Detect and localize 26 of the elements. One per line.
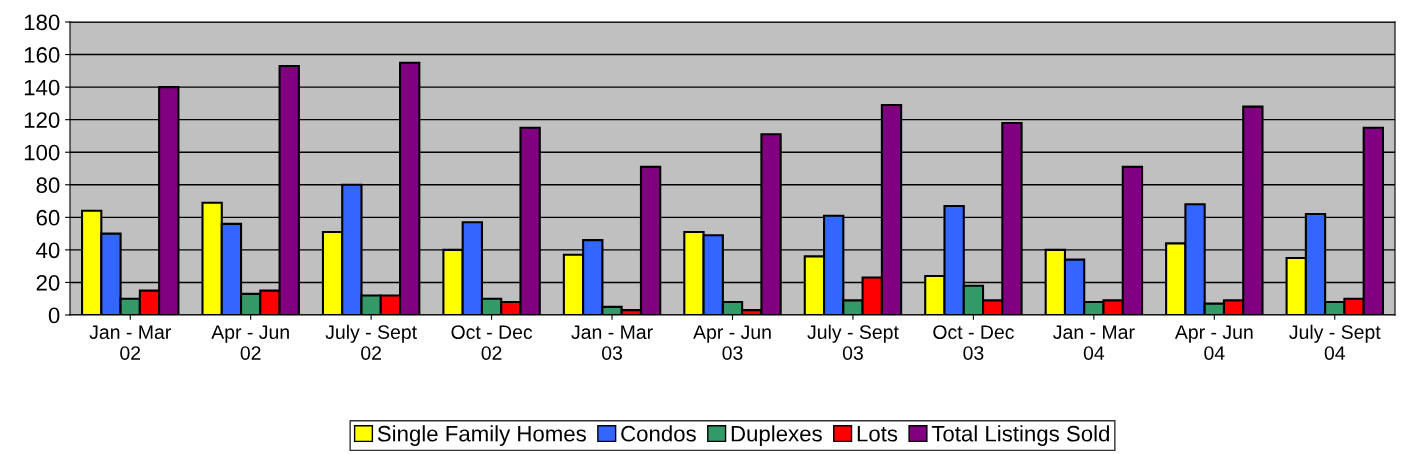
x-tick-label: July - Sept 04 xyxy=(1289,324,1381,360)
y-tick-label: 60 xyxy=(36,209,60,226)
legend-label: Single Family Homes xyxy=(377,425,586,446)
x-tick-label: Apr - Jun 04 xyxy=(1174,325,1253,360)
y-tick-label: 160 xyxy=(24,47,60,63)
legend-label: Condos xyxy=(621,425,696,442)
y-tick-label: 100 xyxy=(24,144,60,161)
y-tick-label: 120 xyxy=(24,112,60,128)
x-tick-label: Apr - Jun 03 xyxy=(693,325,771,360)
legend-label: Duplexes xyxy=(731,425,822,446)
y-tick-label: 140 xyxy=(24,79,60,96)
x-tick-label: Oct - Dec 02 xyxy=(451,325,533,360)
legend-label: Lots xyxy=(857,426,898,442)
y-tick-label: 20 xyxy=(36,274,60,291)
x-tick-label: Jan - Mar 02 xyxy=(89,325,171,360)
x-tick-label: July - Sept 02 xyxy=(325,324,417,360)
x-tick-label: Jan - Mar 03 xyxy=(571,325,653,360)
y-tick-label: 180 xyxy=(24,14,60,31)
x-tick-label: Apr - Jun 02 xyxy=(211,325,289,360)
legend-label: Total Listings Sold xyxy=(931,425,1109,446)
y-tick-label: 80 xyxy=(36,177,60,194)
x-tick-label: July - Sept 03 xyxy=(807,324,899,360)
y-tick-label: 0 xyxy=(48,307,60,324)
x-tick-label: Jan - Mar 04 xyxy=(1053,325,1135,360)
x-tick-label: Oct - Dec 03 xyxy=(933,325,1014,360)
y-tick-label: 40 xyxy=(36,242,60,259)
